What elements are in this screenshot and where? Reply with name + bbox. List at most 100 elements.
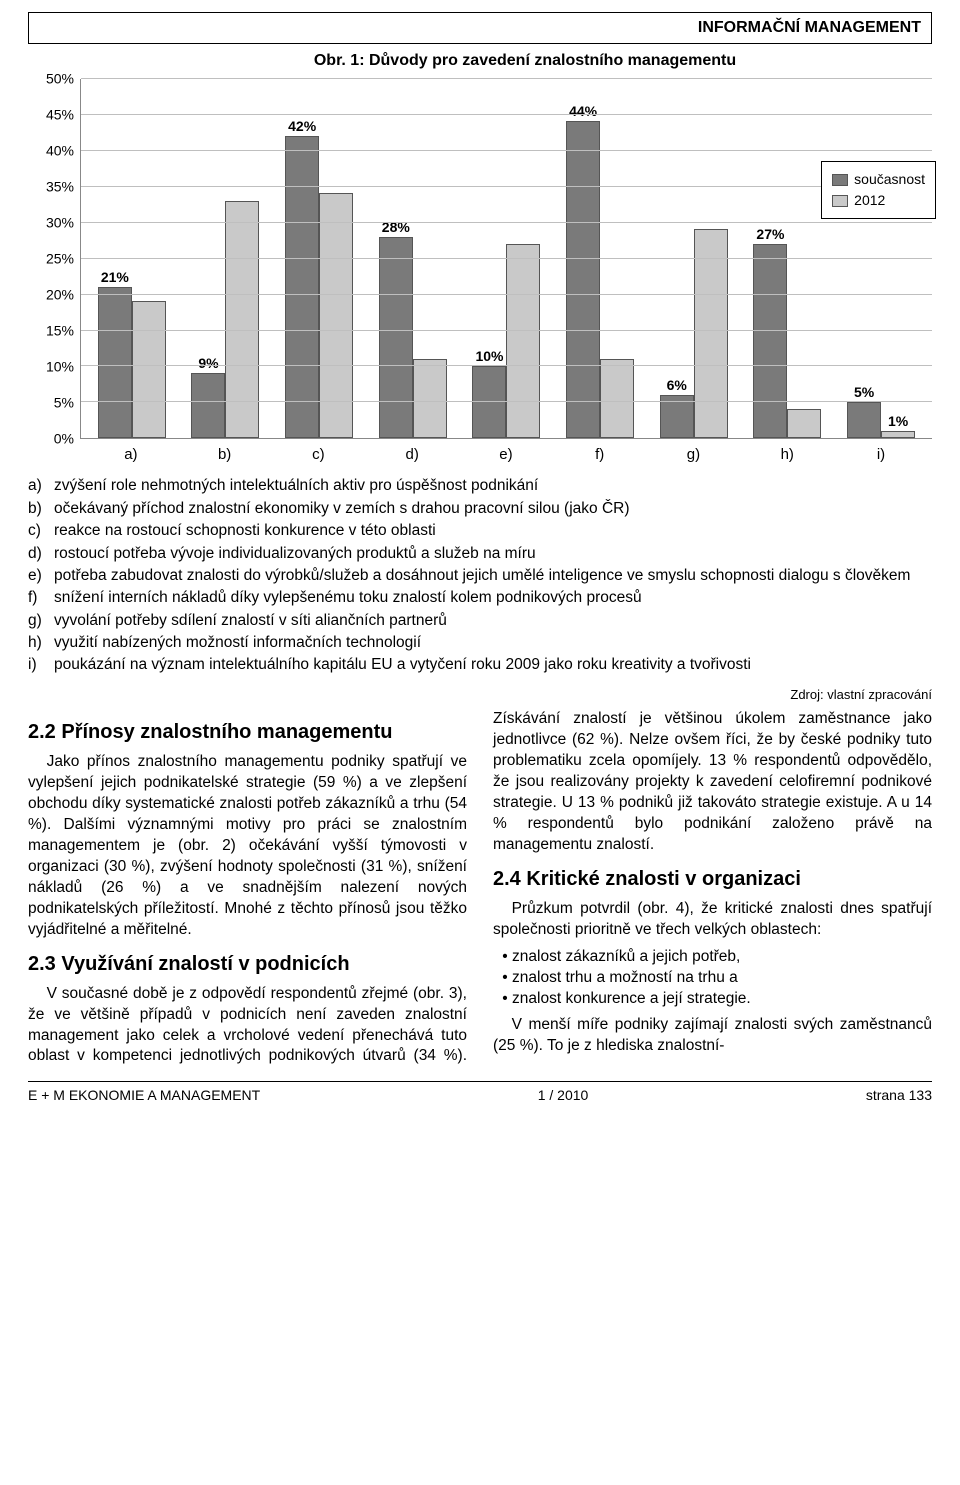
caption-text: potřeba zabudovat znalosti do výrobků/sl… [54, 565, 932, 586]
caption-key: i) [28, 654, 54, 675]
bar-2012 [694, 229, 728, 438]
y-tick-label: 15% [46, 322, 74, 341]
footer-center: 1 / 2010 [538, 1086, 589, 1105]
para-2-4-2: V menší míře podniky zajímají znalosti s… [493, 1015, 932, 1057]
chart-plot: 0%5%10%15%20%25%30%35%40%45%50% 21%9%42%… [28, 79, 932, 439]
gridline [81, 365, 932, 366]
caption-text: zvýšení role nehmotných intelektuálních … [54, 475, 932, 496]
bar-value-label: 10% [475, 347, 503, 366]
gridline [81, 150, 932, 151]
bar-group: 9% [184, 201, 266, 439]
footer: E + M EKONOMIE A MANAGEMENT 1 / 2010 str… [28, 1081, 932, 1105]
gridline [81, 401, 932, 402]
footer-left: E + M EKONOMIE A MANAGEMENT [28, 1086, 260, 1105]
caption-text: poukázání na význam intelektuálního kapi… [54, 654, 932, 675]
chart-source: Zdroj: vlastní zpracování [28, 686, 932, 704]
bullet-item: znalost konkurence a její strategie. [493, 989, 932, 1010]
bullet-item: znalost trhu a možností na trhu a [493, 968, 932, 989]
heading-2-4: 2.4 Kritické znalosti v organizaci [493, 866, 932, 893]
caption-item: c)reakce na rostoucí schopnosti konkuren… [28, 520, 932, 541]
bar-value-label: 42% [288, 117, 316, 136]
x-tick-label: i) [840, 445, 922, 465]
caption-item: d)rostoucí potřeba vývoje individualizov… [28, 543, 932, 564]
caption-item: f)snížení interních nákladů díky vylepše… [28, 587, 932, 608]
bar-group: 10% [465, 244, 547, 438]
x-tick-label: g) [652, 445, 734, 465]
legend-label-2012: 2012 [854, 191, 885, 210]
x-tick-label: d) [371, 445, 453, 465]
y-tick-label: 25% [46, 250, 74, 269]
bar-value-label: 44% [569, 102, 597, 121]
bar-group: 21% [91, 287, 173, 438]
bar-current: 9% [191, 373, 225, 438]
x-tick-label: f) [559, 445, 641, 465]
plot-region: 21%9%42%28%10%44%6%27%5%1% [80, 79, 932, 439]
legend-swatch-current [832, 174, 848, 186]
bar-current: 21% [98, 287, 132, 438]
para-2-2-1: Jako přínos znalostního managementu podn… [28, 752, 467, 940]
bullet-item: znalost zákazníků a jejich potřeb, [493, 947, 932, 968]
gridline [81, 114, 932, 115]
bar-2012 [132, 301, 166, 438]
bar-value-label: 28% [382, 218, 410, 237]
caption-text: reakce na rostoucí schopnosti konkurence… [54, 520, 932, 541]
bar-value-label: 5% [854, 383, 874, 402]
bar-current: 44% [566, 121, 600, 438]
bar-current: 28% [379, 237, 413, 439]
caption-text: snížení interních nákladů díky vylepšené… [54, 587, 932, 608]
caption-key: c) [28, 520, 54, 541]
caption-item: e)potřeba zabudovat znalosti do výrobků/… [28, 565, 932, 586]
x-tick-label: c) [277, 445, 359, 465]
chart-legend: současnost 2012 [821, 161, 936, 219]
gridline [81, 330, 932, 331]
caption-key: h) [28, 632, 54, 653]
chart-container: 0%5%10%15%20%25%30%35%40%45%50% 21%9%42%… [28, 79, 932, 465]
heading-2-2: 2.2 Přínosy znalostního managementu [28, 719, 467, 746]
y-tick-label: 45% [46, 106, 74, 125]
caption-item: b)očekávaný příchod znalostní ekonomiky … [28, 498, 932, 519]
header-label: INFORMAČNÍ MANAGEMENT [698, 19, 921, 36]
bar-value-label: 1% [888, 412, 908, 431]
footer-right: strana 133 [866, 1086, 932, 1105]
bar-value-label: 9% [198, 354, 218, 373]
bar-2012 [225, 201, 259, 439]
gridline [81, 294, 932, 295]
legend-swatch-2012 [832, 195, 848, 207]
chart-title: Obr. 1: Důvody pro zavedení znalostního … [28, 50, 932, 72]
body-columns: 2.2 Přínosy znalostního managementu Jako… [28, 709, 932, 1067]
para-2-4-1: Průzkum potvrdil (obr. 4), že kritické z… [493, 899, 932, 941]
caption-text: vyvolání potřeby sdílení znalostí v síti… [54, 610, 932, 631]
caption-key: d) [28, 543, 54, 564]
y-axis: 0%5%10%15%20%25%30%35%40%45%50% [28, 79, 80, 439]
chart-caption-list: a)zvýšení role nehmotných intelektuálníc… [28, 475, 932, 675]
caption-key: g) [28, 610, 54, 631]
x-tick-label: b) [184, 445, 266, 465]
caption-key: a) [28, 475, 54, 496]
bar-group: 28% [372, 237, 454, 439]
bar-value-label: 27% [756, 225, 784, 244]
gridline [81, 78, 932, 79]
bar-2012 [506, 244, 540, 438]
bar-2012 [600, 359, 634, 438]
gridline [81, 186, 932, 187]
y-tick-label: 5% [54, 394, 74, 413]
caption-item: a)zvýšení role nehmotných intelektuálníc… [28, 475, 932, 496]
y-tick-label: 10% [46, 358, 74, 377]
bar-current: 27% [753, 244, 787, 438]
caption-item: h)využití nabízených možností informační… [28, 632, 932, 653]
caption-text: využití nabízených možností informačních… [54, 632, 932, 653]
bar-value-label: 21% [101, 268, 129, 287]
y-tick-label: 30% [46, 214, 74, 233]
x-tick-label: h) [746, 445, 828, 465]
gridline [81, 258, 932, 259]
y-tick-label: 35% [46, 178, 74, 197]
caption-key: f) [28, 587, 54, 608]
caption-text: očekávaný příchod znalostní ekonomiky v … [54, 498, 932, 519]
bar-2012 [787, 409, 821, 438]
y-tick-label: 40% [46, 142, 74, 161]
bullets-2-4: znalost zákazníků a jejich potřeb, znalo… [493, 947, 932, 1010]
legend-label-current: současnost [854, 170, 925, 189]
x-tick-label: e) [465, 445, 547, 465]
bar-group: 27% [746, 244, 828, 438]
bar-2012 [413, 359, 447, 438]
